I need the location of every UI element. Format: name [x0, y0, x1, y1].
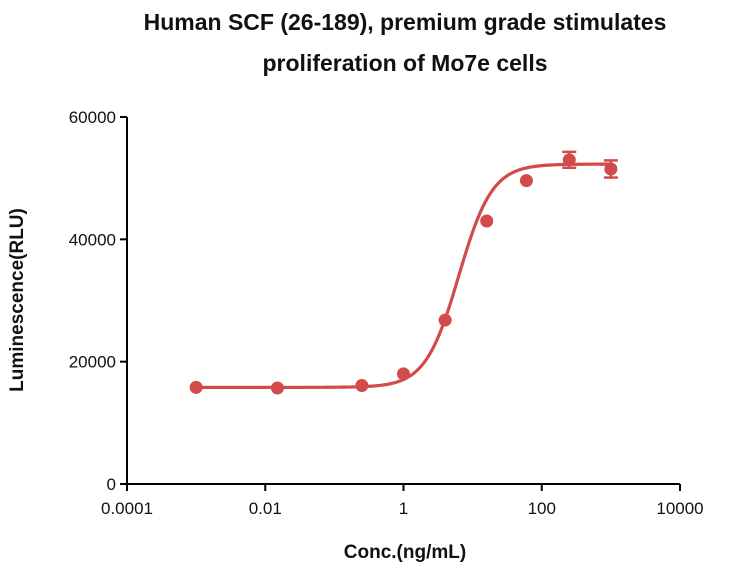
chart-title-line-1: Human SCF (26-189), premium grade stimul…	[144, 9, 667, 35]
fit-curve	[194, 162, 613, 389]
data-point	[480, 214, 494, 228]
data-point	[519, 174, 533, 188]
x-tick-label: 100	[528, 499, 556, 518]
data-point	[562, 153, 576, 167]
data-point	[189, 380, 203, 394]
y-tick-label: 20000	[69, 353, 116, 372]
y-axis-label: Luminescence(RLU)	[7, 208, 28, 392]
x-tick-label: 10000	[656, 499, 703, 518]
chart-title-line-2: proliferation of Mo7e cells	[263, 50, 548, 76]
data-point	[397, 367, 410, 381]
x-tick-label: 0.01	[249, 499, 282, 518]
data-point	[355, 379, 369, 393]
x-ticks: 0.0001 0.01 1 100 10000	[101, 484, 704, 518]
x-axis-label: Conc.(ng/mL)	[344, 542, 466, 563]
data-point	[270, 381, 284, 395]
data-point	[438, 313, 452, 327]
x-tick-label: 0.0001	[101, 499, 153, 518]
x-tick-label: 1	[399, 499, 408, 518]
y-tick-label: 60000	[69, 108, 116, 127]
y-ticks: 0 20000 40000 60000	[69, 108, 127, 494]
data-point	[604, 162, 618, 176]
plot-series	[189, 150, 618, 395]
y-tick-label: 0	[107, 475, 116, 494]
y-tick-label: 40000	[69, 230, 116, 249]
